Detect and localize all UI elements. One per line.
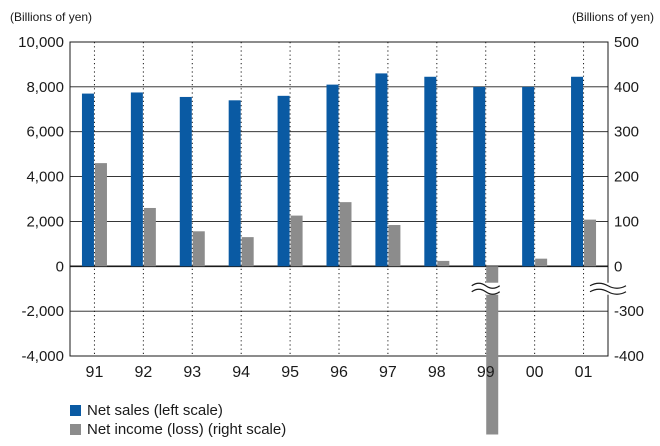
bar-net-income [437, 260, 450, 267]
bar-net-income [584, 219, 597, 267]
bar-net-sales [326, 84, 339, 267]
axis-break-mark [471, 282, 501, 289]
category-label: 01 [575, 364, 593, 381]
category-label: 99 [477, 364, 495, 381]
legend-item-net-sales: Net sales (left scale) [70, 401, 286, 420]
bar-net-sales [277, 95, 290, 267]
bar-net-income [143, 207, 156, 267]
left-axis-unit-label: (Billions of yen) [10, 10, 93, 24]
left-tick-label: -2,000 [21, 303, 64, 320]
right-tick-label: 200 [614, 169, 639, 186]
left-tick-label: 0 [56, 258, 64, 275]
right-tick-label: 300 [614, 124, 639, 141]
category-label: 93 [183, 364, 201, 381]
category-label: 98 [428, 364, 446, 381]
bar-net-sales [424, 76, 437, 267]
bar-net-sales [571, 76, 584, 267]
bar-net-sales [130, 92, 143, 267]
axis-break-mark [471, 288, 501, 295]
right-tick-label: -300 [614, 303, 644, 320]
category-label: 97 [379, 364, 397, 381]
category-label: 94 [232, 364, 250, 381]
left-tick-label: 2,000 [26, 213, 64, 230]
bar-net-sales [179, 96, 192, 267]
category-label: 95 [281, 364, 299, 381]
legend-label-net-sales: Net sales (left scale) [87, 402, 223, 419]
bar-net-income [535, 258, 548, 267]
bar-net-sales [81, 93, 94, 267]
right-axis-break-mark [589, 288, 627, 295]
category-label: 91 [86, 364, 104, 381]
left-tick-label: -4,000 [21, 348, 64, 365]
left-tick-label: 10,000 [18, 34, 64, 51]
legend-item-net-income: Net income (loss) (right scale) [70, 420, 286, 439]
left-tick-label: 8,000 [26, 79, 64, 96]
left-tick-label: 4,000 [26, 169, 64, 186]
bar-net-income [241, 237, 254, 267]
bar-net-income [388, 225, 401, 267]
right-axis-unit-label: (Billions of yen) [571, 10, 654, 24]
bar-net-sales [473, 86, 486, 267]
legend: Net sales (left scale) Net income (loss)… [70, 401, 286, 439]
right-tick-label: 0 [614, 258, 622, 275]
right-tick-label: 100 [614, 213, 639, 230]
right-tick-label: -400 [614, 348, 644, 365]
bar-net-income [94, 163, 107, 267]
bar-net-sales [522, 86, 535, 267]
right-axis-break-gap [590, 282, 626, 295]
bar-net-income [290, 215, 303, 267]
axis-break-gap [471, 282, 500, 295]
right-tick-label: 400 [614, 79, 639, 96]
category-label: 92 [134, 364, 152, 381]
net-sales-swatch [70, 405, 81, 416]
bar-net-income [192, 231, 205, 267]
right-tick-label: 500 [614, 34, 639, 51]
legend-label-net-income: Net income (loss) (right scale) [87, 421, 287, 438]
bar-net-income [339, 202, 352, 267]
bar-net-sales [228, 100, 241, 267]
left-tick-label: 6,000 [26, 124, 64, 141]
bar-net-sales [375, 73, 388, 267]
category-label: 00 [526, 364, 544, 381]
category-label: 96 [330, 364, 348, 381]
bar-net-income [486, 266, 499, 435]
net-income-swatch [70, 424, 81, 435]
right-axis-break-mark [589, 282, 627, 289]
